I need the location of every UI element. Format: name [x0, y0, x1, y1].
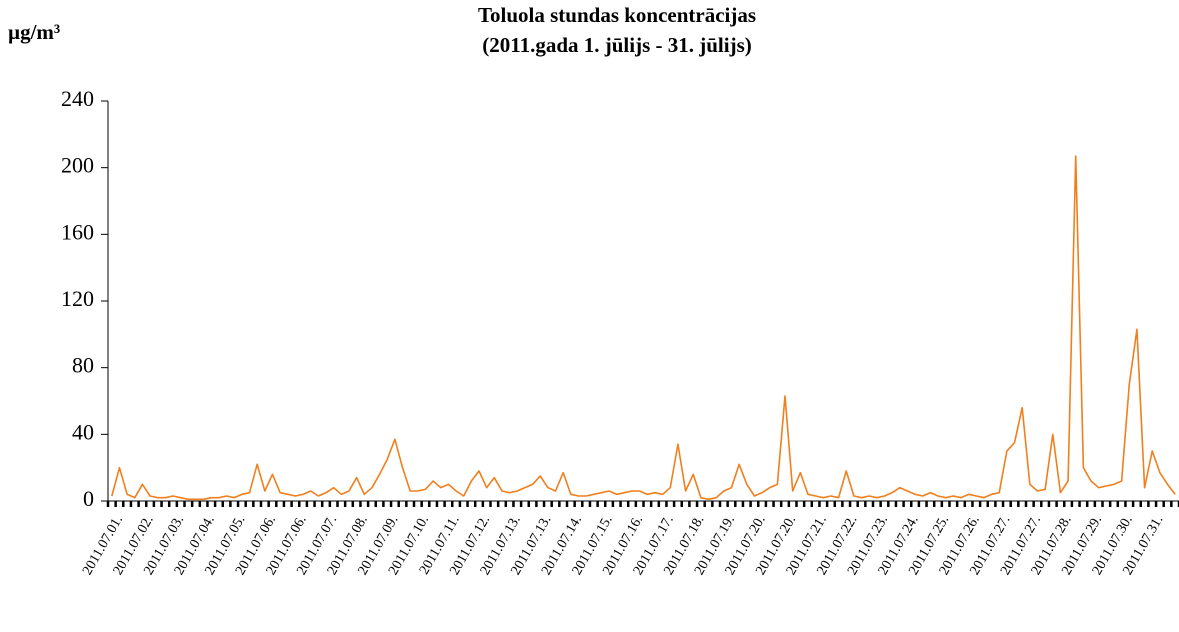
y-tick-label: 40 [72, 419, 94, 444]
y-tick-label: 80 [72, 353, 94, 378]
y-tick-label: 160 [61, 219, 94, 244]
y-tick-label: 0 [83, 486, 94, 511]
data-line [111, 155, 1176, 501]
y-tick-label: 240 [61, 86, 94, 111]
y-tick-label: 200 [61, 153, 94, 178]
chart-subtitle: (2011.gada 1. jūlijs - 31. jūlijs) [482, 33, 752, 57]
y-tick-label: 120 [61, 286, 94, 311]
chart-title: Toluola stundas koncentrācijas [478, 3, 756, 27]
y-axis-label: µg/m³ [8, 20, 60, 44]
